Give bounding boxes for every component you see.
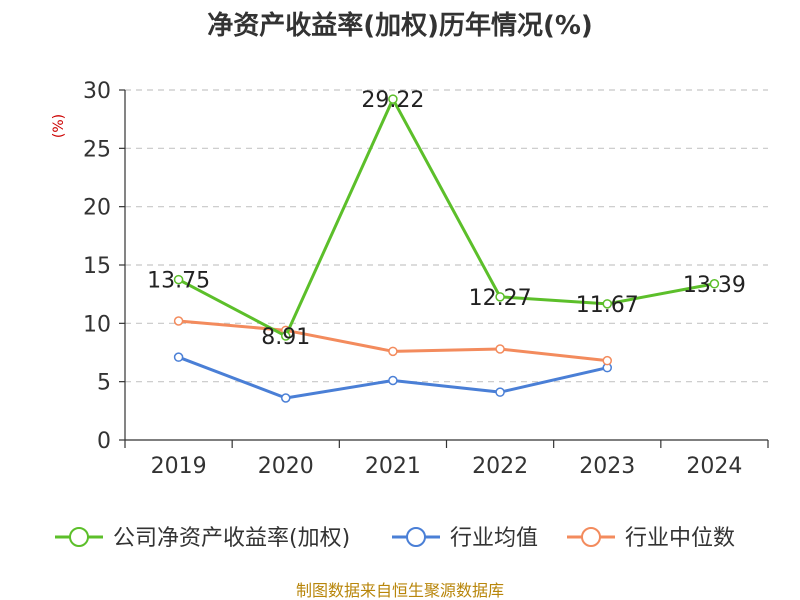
data-point bbox=[495, 292, 505, 302]
data-point bbox=[495, 387, 505, 397]
legend-marker-icon bbox=[406, 527, 426, 547]
data-labels: 13.75 8.91 29.22 12.27 11.67 13.39 bbox=[147, 88, 746, 350]
data-point bbox=[173, 274, 184, 285]
legend-item[interactable]: 行业均值 bbox=[392, 526, 538, 551]
data-label: 11.67 bbox=[576, 293, 639, 318]
data-point bbox=[602, 355, 612, 366]
y-tick-label: 30 bbox=[83, 79, 111, 104]
data-point bbox=[281, 393, 291, 403]
axes: 0 5 10 15 20 25 30 2019 2020 2021 2022 2023 2024 bbox=[83, 79, 769, 479]
legend-item[interactable]: 行业中位数 bbox=[567, 526, 735, 551]
y-tick-label: 20 bbox=[83, 196, 111, 221]
x-tick-label: 2019 bbox=[151, 454, 207, 479]
legend-label: 行业均值 bbox=[450, 526, 538, 551]
grid-lines bbox=[125, 89, 768, 383]
x-tick-label: 2020 bbox=[258, 454, 314, 479]
legend-marker-icon bbox=[69, 527, 89, 547]
data-point bbox=[709, 279, 720, 289]
y-tick-label: 15 bbox=[83, 254, 111, 279]
x-tick-label: 2021 bbox=[365, 454, 421, 479]
data-point bbox=[281, 331, 291, 341]
data-point bbox=[495, 344, 505, 354]
data-label: 13.75 bbox=[147, 269, 210, 294]
legend-label: 公司净资产收益率(加权) bbox=[113, 526, 350, 551]
source-note: 制图数据来自恒生聚源数据库 bbox=[296, 581, 504, 600]
y-tick-label: 25 bbox=[83, 137, 111, 162]
series-lines bbox=[173, 94, 720, 403]
y-axis-label: (%) bbox=[51, 114, 67, 138]
data-point bbox=[173, 352, 184, 362]
data-point bbox=[388, 375, 398, 386]
data-label: 29.22 bbox=[361, 88, 424, 113]
data-label: 13.39 bbox=[683, 273, 746, 298]
y-tick-label: 5 bbox=[97, 371, 111, 396]
legend: 公司净资产收益率(加权) 行业均值 行业中位数 bbox=[55, 526, 735, 551]
y-tick-label: 10 bbox=[83, 312, 111, 337]
legend-marker-icon bbox=[581, 527, 601, 547]
data-label: 8.91 bbox=[261, 325, 310, 350]
legend-label: 行业中位数 bbox=[625, 526, 735, 551]
data-point bbox=[388, 346, 398, 357]
data-label: 12.27 bbox=[469, 286, 532, 311]
y-tick-label: 0 bbox=[97, 429, 111, 454]
x-tick-label: 2024 bbox=[686, 454, 742, 479]
data-point bbox=[173, 316, 184, 326]
x-tick-label: 2022 bbox=[472, 454, 528, 479]
legend-item[interactable]: 公司净资产收益率(加权) bbox=[55, 526, 350, 551]
series-line bbox=[177, 97, 715, 338]
data-point bbox=[388, 94, 398, 104]
chart-title: 净资产收益率(加权)历年情况(%) bbox=[207, 10, 593, 41]
x-tick-label: 2023 bbox=[579, 454, 635, 479]
data-point bbox=[602, 299, 612, 309]
